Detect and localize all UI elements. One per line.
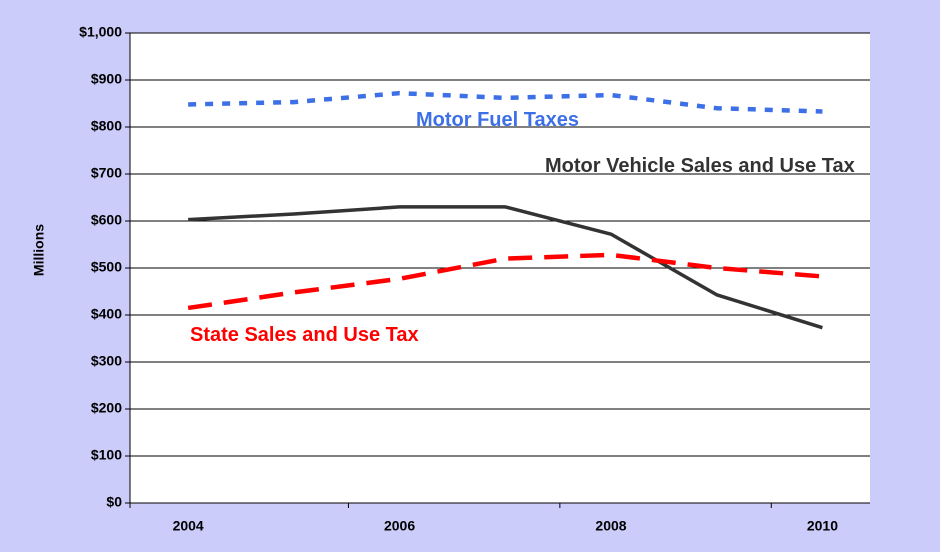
y-tick-label: $800 <box>91 118 122 134</box>
y-tick-label: $100 <box>91 447 122 463</box>
y-tick-label: $600 <box>91 212 122 228</box>
y-tick-label: $300 <box>91 353 122 369</box>
x-tick-label: 2004 <box>173 518 204 534</box>
series-label: Motor Fuel Taxes <box>416 109 579 131</box>
y-axis-label: Millions <box>31 224 47 276</box>
series-label-text: Motor Fuel Taxes <box>416 109 579 131</box>
y-tick-label: $1,000 <box>79 24 122 40</box>
y-tick-label: $500 <box>91 259 122 275</box>
series-line <box>188 205 823 330</box>
series-label: State Sales and Use Tax <box>190 324 419 346</box>
series-label: Motor Vehicle Sales and Use Tax <box>545 155 855 177</box>
x-tick-label: 2008 <box>595 518 626 534</box>
x-tick-label: 2006 <box>384 518 415 534</box>
series-label-text: State Sales and Use Tax <box>190 324 419 346</box>
x-tick-label: 2010 <box>807 518 838 534</box>
series-line <box>188 90 823 114</box>
y-tick-label: $0 <box>106 494 122 510</box>
y-tick-label: $200 <box>91 400 122 416</box>
y-tick-label: $400 <box>91 306 122 322</box>
y-tick-label: $900 <box>91 71 122 87</box>
series-label-text: Motor Vehicle Sales and Use Tax <box>545 155 855 177</box>
y-tick-label: $700 <box>91 165 122 181</box>
